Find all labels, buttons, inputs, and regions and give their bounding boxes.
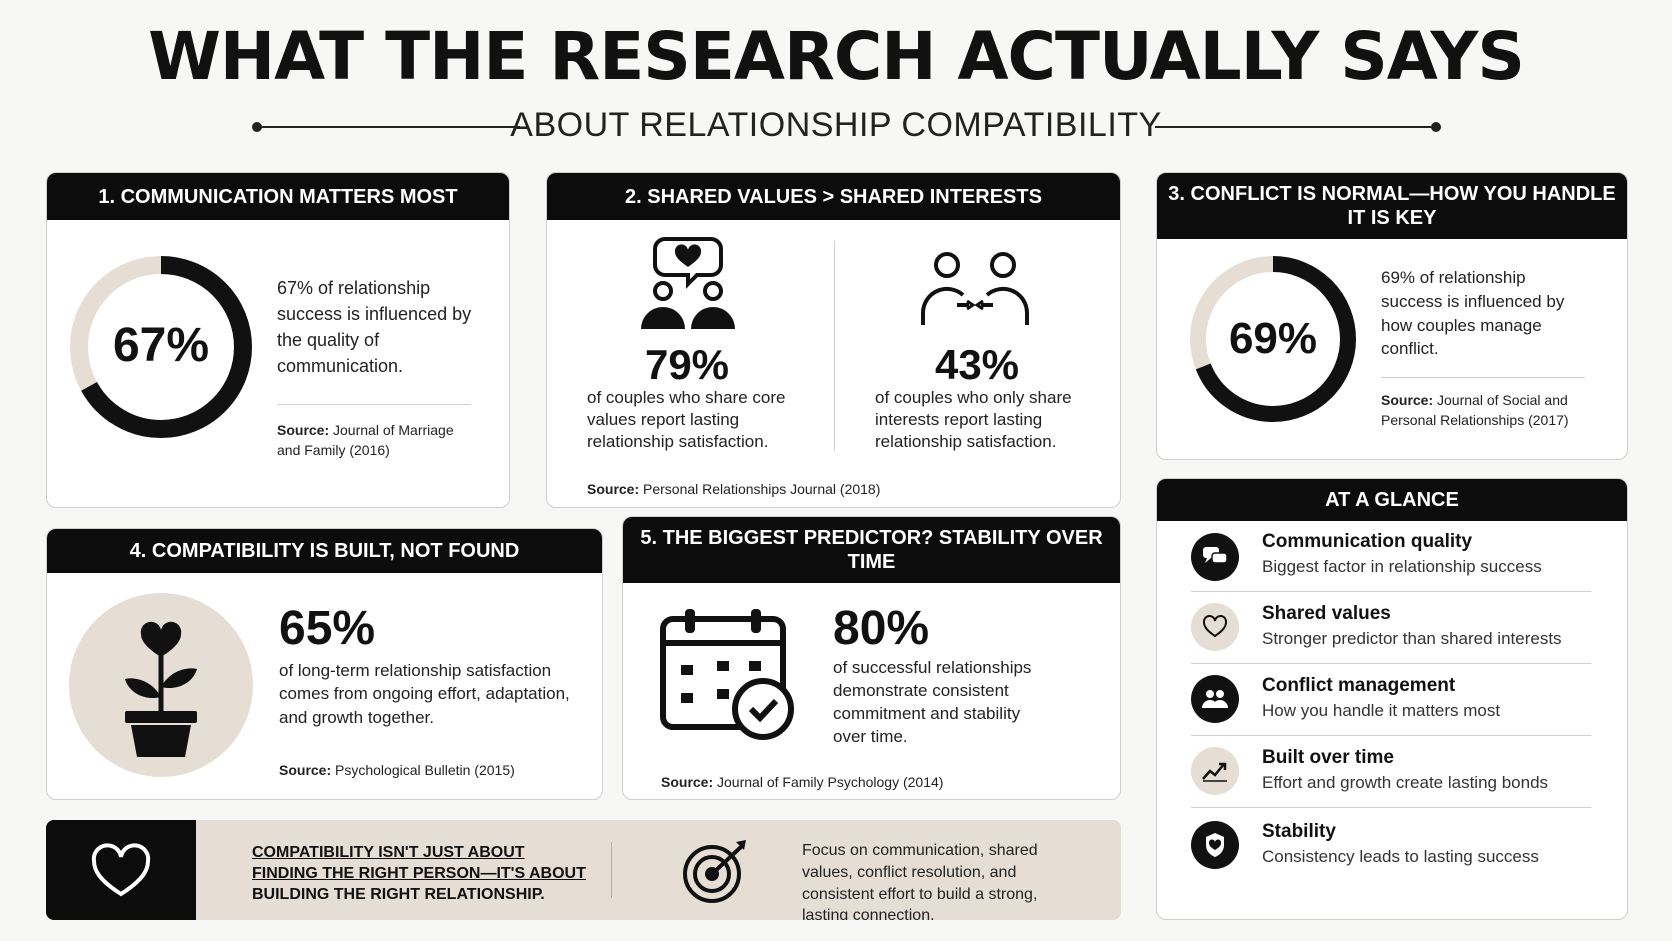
divider [1191,663,1591,664]
glance-desc: Consistency leads to lasting success [1262,847,1539,866]
glance-title: Communication quality [1262,531,1473,552]
card-at-a-glance: AT A GLANCE Communication quality Bigges… [1156,478,1628,920]
divider [611,842,612,898]
banner-tagline: COMPATIBILITY ISN'T JUST ABOUT FINDING T… [252,842,586,905]
stat-79: 79% [644,341,730,388]
glance-title: Built over time [1262,747,1394,768]
heart-plant-icon [69,593,253,777]
card-source: Source: Psychological Bulletin (2015) [279,762,515,778]
donut-chart-69: 69% [1190,256,1356,422]
card-stability: 5. THE BIGGEST PREDICTOR? STABILITY OVER… [622,516,1121,800]
divider [1191,807,1591,808]
rule-dot-right [1431,122,1441,132]
divider [1191,735,1591,736]
couple-linked-icon [920,252,1030,325]
card-text: of successful relationships demonstrate … [833,658,1032,746]
glance-desc: Biggest factor in relationship success [1262,557,1542,576]
right-text: of couples who only share interests repo… [875,388,1072,452]
heart-outline-icon [91,843,151,897]
glance-title: Shared values [1262,603,1391,624]
card-source: Source: Personal Relationships Journal (… [587,481,881,497]
page-subtitle: ABOUT RELATIONSHIP COMPATIBILITY [510,106,1162,144]
tagline-line2: FINDING THE RIGHT PERSON—IT'S ABOUT [252,865,586,883]
heart-icon [1191,603,1239,651]
glance-title: Conflict management [1262,675,1456,696]
card-heading: 4. COMPATIBILITY IS BUILT, NOT FOUND [47,529,602,573]
card-communication: 1. COMMUNICATION MATTERS MOST 67% 67% of… [46,172,510,508]
divider [1381,377,1585,378]
glance-desc: Stronger predictor than shared interests [1262,629,1562,648]
page-title: WHAT THE RESEARCH ACTUALLY SAYS [148,18,1525,95]
card-heading: 1. COMMUNICATION MATTERS MOST [47,173,509,220]
people-icon [1191,675,1239,723]
chat-bubbles-icon [1191,533,1239,581]
tagline-line3: BUILDING THE RIGHT RELATIONSHIP. [252,886,545,904]
rule-dot-left [252,122,262,132]
card-heading: AT A GLANCE [1157,479,1627,521]
card-heading: 3. CONFLICT IS NORMAL—HOW YOU HANDLE IT … [1157,173,1627,239]
card-heading: 2. SHARED VALUES > SHARED INTERESTS [547,173,1120,220]
stat-43: 43% [934,341,1020,388]
rule-right [1155,126,1437,128]
donut-label: 67% [113,319,209,372]
growth-chart-icon [1191,747,1239,795]
card-source: Source: Journal of Marriage and Family (… [277,422,454,458]
divider [1191,591,1591,592]
stat-65: 65% [279,602,376,655]
card-text: 67% of relationship success is influence… [277,278,472,377]
shield-heart-icon [1191,821,1239,869]
glance-desc: Effort and growth create lasting bonds [1262,773,1549,792]
card-source: Source: Journal of Family Psychology (20… [661,774,944,790]
banner-right-text: Focus on communication, shared values, c… [802,842,1038,920]
banner-heart-box [46,820,196,920]
card-text: 69% of relationship success is influence… [1381,268,1565,359]
bottom-banner: COMPATIBILITY ISN'T JUST ABOUT FINDING T… [46,820,1121,920]
glance-title: Stability [1262,821,1336,842]
divider [834,241,835,451]
card-shared-values: 2. SHARED VALUES > SHARED INTERESTS 79% … [546,172,1121,508]
tagline-line1: COMPATIBILITY ISN'T JUST ABOUT [252,844,525,861]
donut-fill [1190,256,1356,422]
card-text: of long-term relationship satisfaction c… [279,661,570,727]
target-arrow-icon [683,840,746,903]
donut-label: 69% [1229,314,1317,363]
card-heading: 5. THE BIGGEST PREDICTOR? STABILITY OVER… [623,517,1120,583]
subtitle-row: ABOUT RELATIONSHIP COMPATIBILITY [0,102,1672,152]
divider [277,404,471,405]
couple-heart-icon [641,237,735,329]
card-source: Source: Journal of Social and Personal R… [1381,392,1569,428]
card-built-not-found: 4. COMPATIBILITY IS BUILT, NOT FOUND 65%… [46,528,603,800]
stat-80: 80% [833,602,930,655]
donut-chart-67: 67% [70,256,252,438]
card-conflict: 3. CONFLICT IS NORMAL—HOW YOU HANDLE IT … [1156,172,1628,460]
glance-desc: How you handle it matters most [1262,701,1501,720]
donut-fill [70,256,252,438]
calendar-check-icon [660,609,794,740]
left-text: of couples who share core values report … [587,388,786,452]
rule-left [258,126,520,128]
